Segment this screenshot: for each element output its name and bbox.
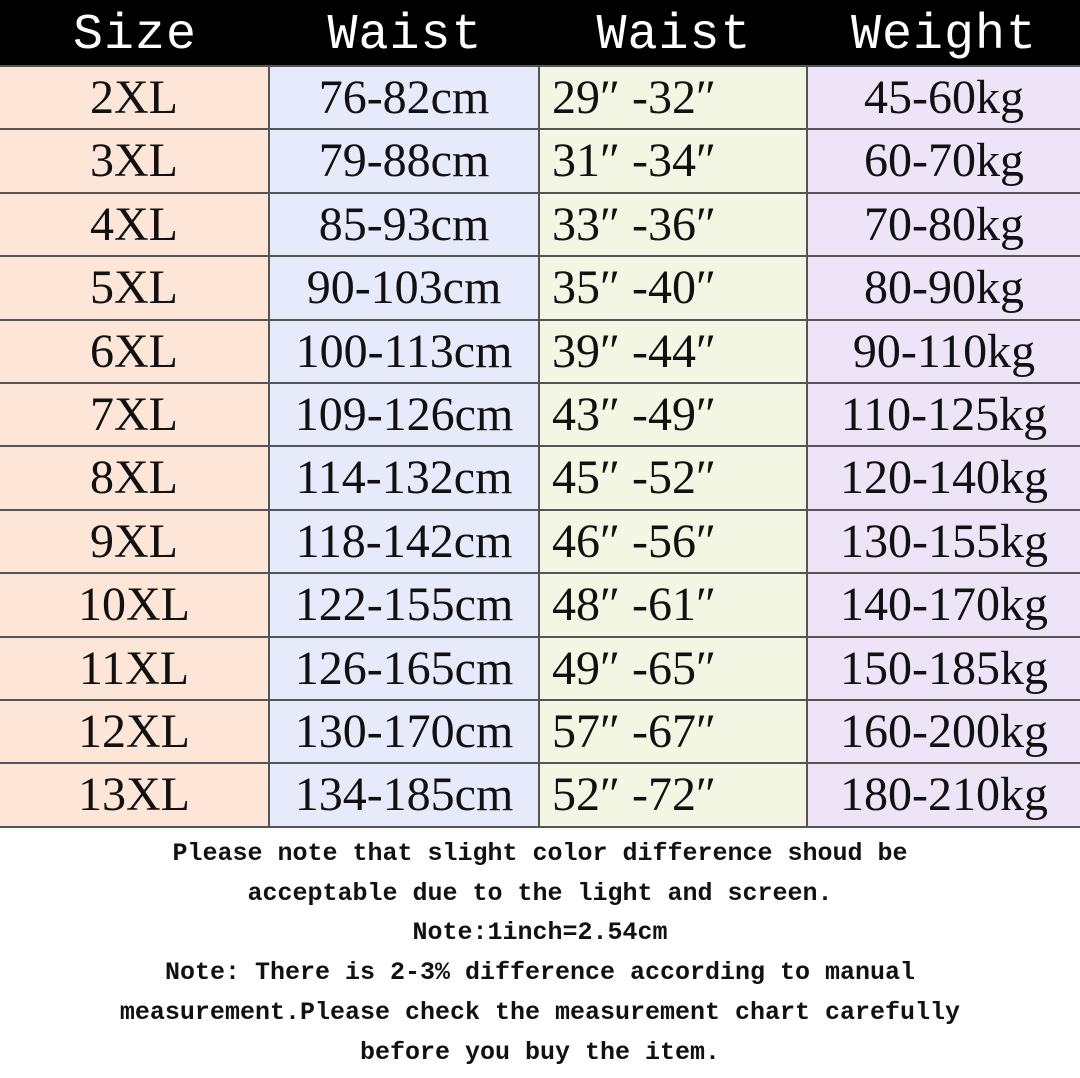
table-row: 3XL 79-88cm 31″ -34″ 60-70kg [0, 130, 1080, 194]
cell-size: 9XL [0, 510, 270, 573]
cell-waist-inch: 45″ -52″ [540, 447, 808, 509]
cell-waist-cm: 134-185cm [270, 764, 540, 826]
header-weight: Weight [850, 7, 1038, 64]
cell-waist-inch: 49″ -65″ [540, 637, 808, 699]
cell-size: 5XL [0, 257, 270, 319]
note-line: Note: There is 2-3% difference according… [164, 958, 916, 988]
cell-weight: 130-155kg [808, 510, 1080, 573]
notes: Please note that slight color difference… [0, 834, 1080, 1072]
cell-waist-cm: 90-103cm [270, 257, 540, 319]
cell-waist-inch: 31″ -34″ [540, 130, 808, 192]
cell-size: 8XL [0, 447, 270, 509]
cell-size: 4XL [0, 193, 270, 256]
cell-waist-inch: 48″ -61″ [540, 574, 808, 636]
cell-weight: 160-200kg [808, 700, 1080, 763]
table-row: 12XL 130-170cm 57″ -67″ 160-200kg [0, 700, 1080, 765]
cell-waist-cm: 114-132cm [270, 447, 540, 509]
cell-waist-cm: 79-88cm [270, 130, 540, 192]
table-row: 9XL 118-142cm 46″ -56″ 130-155kg [0, 510, 1080, 575]
table-row: 7XL 109-126cm 43″ -49″ 110-125kg [0, 383, 1080, 448]
cell-weight: 70-80kg [808, 193, 1080, 256]
header-size: Size [72, 7, 198, 64]
cell-size: 13XL [0, 764, 270, 826]
cell-waist-inch: 46″ -56″ [540, 510, 808, 573]
cell-size: 3XL [0, 130, 270, 192]
size-table-body: 2XL 76-82cm 29″ -32″ 45-60kg 3XL 79-88cm 31″ -… [0, 65, 1080, 828]
cell-size: 7XL [0, 383, 270, 446]
cell-size: 10XL [0, 574, 270, 636]
cell-waist-cm: 118-142cm [270, 510, 540, 573]
cell-weight: 150-185kg [808, 637, 1080, 699]
cell-waist-cm: 100-113cm [270, 320, 540, 382]
note-line: before you buy the item. [359, 1037, 721, 1067]
cell-size: 2XL [0, 67, 270, 129]
cell-waist-cm: 126-165cm [270, 637, 540, 699]
cell-weight: 60-70kg [808, 130, 1080, 192]
table-row: 11XL 126-165cm 49″ -65″ 150-185kg [0, 637, 1080, 701]
cell-waist-inch: 29″ -32″ [540, 67, 808, 129]
note-line: acceptable due to the light and screen. [247, 878, 833, 908]
table-row: 2XL 76-82cm 29″ -32″ 45-60kg [0, 65, 1080, 131]
note-line: Please note that slight color difference… [172, 839, 908, 868]
note-line: Note:1inch=2.54cm [412, 918, 668, 948]
table-row: 4XL 85-93cm 33″ -36″ 70-80kg [0, 193, 1080, 258]
table-header: Size Waist Waist Weight [0, 0, 1080, 65]
note-line: measurement.Please check the measurement… [119, 997, 961, 1027]
cell-waist-inch: 39″ -44″ [540, 320, 808, 382]
table-row: 6XL 100-113cm 39″ -44″ 90-110kg [0, 320, 1080, 384]
cell-weight: 120-140kg [808, 447, 1080, 509]
cell-weight: 45-60kg [808, 67, 1080, 129]
cell-waist-cm: 85-93cm [270, 193, 540, 256]
cell-waist-cm: 130-170cm [270, 700, 540, 763]
cell-waist-inch: 52″ -72″ [540, 764, 808, 826]
cell-waist-inch: 43″ -49″ [540, 383, 808, 446]
table-row: 10XL 122-155cm 48″ -61″ 140-170kg [0, 574, 1080, 638]
table-row: 8XL 114-132cm 45″ -52″ 120-140kg [0, 447, 1080, 511]
table-row: 13XL 134-185cm 52″ -72″ 180-210kg [0, 764, 1080, 828]
cell-weight: 80-90kg [808, 257, 1080, 319]
cell-waist-inch: 33″ -36″ [540, 193, 808, 256]
cell-waist-cm: 109-126cm [270, 383, 540, 446]
cell-weight: 180-210kg [808, 764, 1080, 826]
cell-waist-cm: 122-155cm [270, 574, 540, 636]
cell-size: 6XL [0, 320, 270, 382]
cell-weight: 110-125kg [808, 383, 1080, 446]
cell-size: 12XL [0, 700, 270, 763]
cell-waist-inch: 35″ -40″ [540, 257, 808, 319]
table-row: 5XL 90-103cm 35″ -40″ 80-90kg [0, 257, 1080, 321]
cell-waist-cm: 76-82cm [270, 67, 540, 129]
cell-weight: 90-110kg [808, 320, 1080, 382]
cell-weight: 140-170kg [808, 574, 1080, 636]
cell-size: 11XL [0, 637, 270, 699]
header-waist-cm: Waist [327, 7, 483, 64]
cell-waist-inch: 57″ -67″ [540, 700, 808, 763]
header-waist-inch: Waist [596, 7, 752, 64]
